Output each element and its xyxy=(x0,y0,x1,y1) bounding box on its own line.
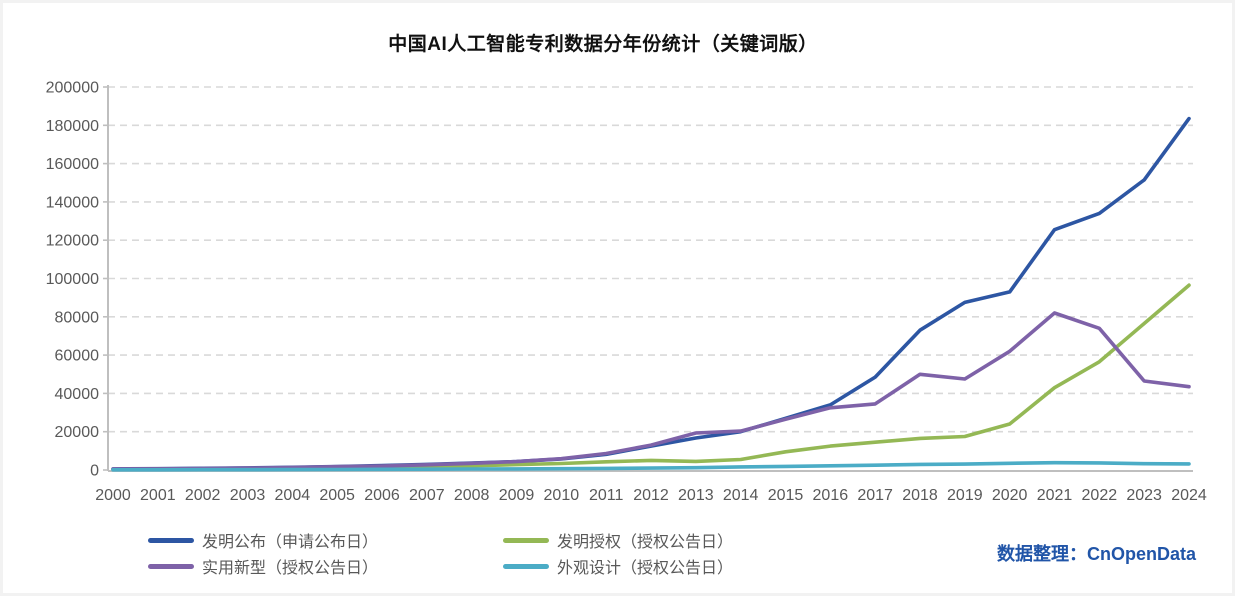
x-tick-label: 2011 xyxy=(589,487,624,504)
x-tick-label: 2006 xyxy=(364,487,400,504)
y-tick-label: 180000 xyxy=(46,118,99,135)
legend-item-design: 外观设计（授权公告日） xyxy=(503,553,733,579)
series-line-1 xyxy=(111,283,1191,472)
chart-title: 中国AI人工智能专利数据分年份统计（关键词版） xyxy=(388,34,818,55)
x-tick-label: 2015 xyxy=(768,487,804,504)
x-tick-label: 2008 xyxy=(454,487,490,504)
y-tick-label: 120000 xyxy=(46,233,99,250)
y-tick-label: 0 xyxy=(90,463,99,480)
legend-item-invention-grant: 发明授权（授权公告日） xyxy=(503,527,733,553)
legend-swatch-invention-publication xyxy=(148,537,194,543)
x-tick-label: 2023 xyxy=(1126,487,1162,504)
legend-item-utility-model: 实用新型（授权公告日） xyxy=(148,553,378,579)
x-tick-label: 2024 xyxy=(1171,487,1207,504)
x-tick-label: 2022 xyxy=(1082,487,1118,504)
x-tick-label: 2002 xyxy=(185,487,221,504)
x-tick-label: 2021 xyxy=(1037,487,1073,504)
x-tick-label: 2004 xyxy=(275,487,311,504)
x-tick-label: 2009 xyxy=(499,487,535,504)
x-tick-label: 2007 xyxy=(409,487,445,504)
x-tick-label: 2012 xyxy=(633,487,669,504)
y-tick-label: 60000 xyxy=(55,348,100,365)
legend-swatch-design xyxy=(503,563,549,569)
y-tick-label: 200000 xyxy=(46,80,99,97)
y-tick-label: 100000 xyxy=(46,271,99,288)
y-tick-label: 160000 xyxy=(46,156,99,173)
x-tick-label: 2018 xyxy=(902,487,938,504)
series-line-0 xyxy=(111,116,1191,471)
legend-label-design: 外观设计（授权公告日） xyxy=(557,560,734,577)
legend-column-1: 发明公布（申请公布日） 实用新型（授权公告日） xyxy=(148,527,378,579)
legend-item-invention-publication: 发明公布（申请公布日） xyxy=(148,527,378,553)
x-tick-label: 2020 xyxy=(992,487,1028,504)
chart-canvas: 0 20000 40000 60000 80000 100000 120000 140000 1… xyxy=(46,80,1207,505)
x-tick-label: 2010 xyxy=(544,487,580,504)
legend-swatch-invention-grant xyxy=(503,537,549,543)
x-tick-label: 2005 xyxy=(319,487,355,504)
x-tick-label: 2001 xyxy=(140,487,176,504)
x-tick-label: 2019 xyxy=(947,487,983,504)
x-tick-label: 2016 xyxy=(813,487,849,504)
y-tick-label: 140000 xyxy=(46,194,99,211)
x-tick-label: 2003 xyxy=(230,487,266,504)
legend-label-invention-grant: 发明授权（授权公告日） xyxy=(557,534,734,551)
x-tick-label: 2017 xyxy=(857,487,893,504)
y-tick-label: 80000 xyxy=(55,309,100,326)
x-tick-label: 2014 xyxy=(723,487,759,504)
x-tick-label: 2013 xyxy=(678,487,714,504)
y-tick-label: 40000 xyxy=(55,386,100,403)
y-tick-label: 20000 xyxy=(55,424,100,441)
legend-label-utility-model: 实用新型（授权公告日） xyxy=(202,560,379,577)
legend-label-invention-publication: 发明公布（申请公布日） xyxy=(202,534,379,551)
x-tick-label: 2000 xyxy=(95,487,131,504)
legend-swatch-utility-model xyxy=(148,563,194,569)
series-line-2 xyxy=(111,311,1191,471)
data-source-credit: 数据整理：CnOpenData xyxy=(996,544,1196,564)
series-line-3 xyxy=(111,460,1191,472)
legend-column-2: 发明授权（授权公告日） 外观设计（授权公告日） xyxy=(503,527,733,579)
